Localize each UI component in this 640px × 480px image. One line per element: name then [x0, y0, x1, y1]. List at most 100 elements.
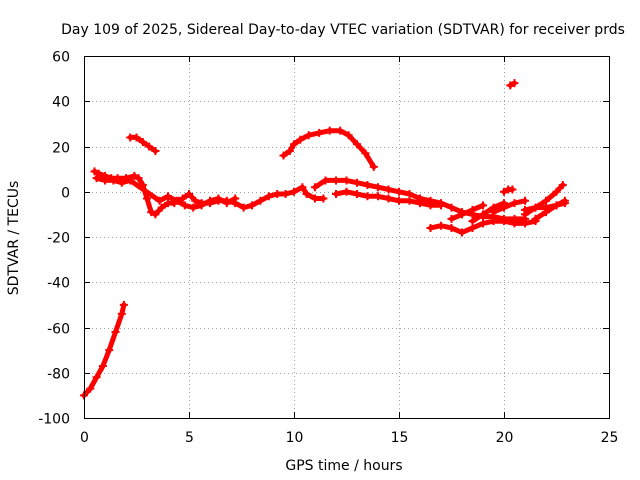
series-trace — [449, 202, 486, 222]
data-point — [86, 384, 95, 393]
data-point — [336, 126, 345, 135]
data-point — [447, 223, 456, 232]
y-axis-label: SDTVAR / TECUs — [6, 181, 22, 296]
data-point — [468, 217, 477, 226]
series-rise-early — [80, 300, 128, 400]
data-point — [178, 194, 187, 203]
data-point — [531, 214, 540, 223]
x-tick-labels: 0 5 10 15 20 25 — [80, 430, 618, 446]
data-point — [147, 208, 156, 217]
data-point — [285, 147, 294, 156]
data-point — [468, 205, 477, 214]
y-tick-label: 20 — [52, 141, 70, 157]
data-point — [521, 205, 529, 214]
data-point — [197, 201, 206, 210]
data-point — [134, 174, 143, 183]
data-point — [506, 81, 515, 90]
data-point — [558, 180, 567, 189]
y-tick-label: -100 — [38, 412, 70, 428]
data-point — [489, 208, 498, 217]
data-point — [92, 373, 101, 382]
data-point — [416, 199, 424, 208]
data-point — [126, 176, 135, 185]
y-tick-label: -60 — [47, 322, 70, 338]
data-point — [117, 178, 126, 187]
data-point — [185, 190, 193, 199]
data-point — [109, 176, 118, 185]
data-point — [157, 203, 166, 212]
data-point — [384, 194, 393, 203]
data-point — [279, 151, 288, 160]
data-point — [98, 361, 107, 370]
series-trace — [491, 198, 528, 215]
data-point — [321, 176, 330, 185]
x-tick-label: 0 — [80, 430, 89, 446]
data-point — [363, 192, 372, 201]
series-blip-20h — [500, 185, 517, 196]
data-point — [191, 196, 200, 205]
data-point — [138, 137, 147, 146]
data-point — [405, 196, 414, 205]
data-point — [164, 192, 172, 201]
data-point — [489, 217, 498, 226]
data-point — [281, 190, 290, 199]
data-point — [510, 79, 519, 88]
data-point — [510, 199, 519, 208]
x-axis-label: GPS time / hours — [285, 458, 402, 474]
data-point — [458, 210, 466, 219]
data-point — [500, 217, 508, 226]
series-bump-2h — [126, 133, 160, 156]
data-point — [374, 192, 382, 201]
axis-ticks — [84, 56, 610, 419]
y-tick-label: -40 — [47, 276, 70, 292]
x-tick-label: 20 — [496, 430, 514, 446]
data-point — [256, 196, 265, 205]
y-tick-label: 60 — [52, 50, 70, 66]
series-mid-band-b — [332, 187, 445, 210]
data-point — [151, 210, 160, 219]
data-point — [458, 228, 466, 237]
data-point — [353, 190, 361, 199]
data-point — [264, 192, 273, 201]
data-point — [542, 196, 550, 205]
y-tick-label: -20 — [47, 231, 70, 247]
data-point — [521, 219, 529, 228]
data-point — [447, 203, 456, 212]
data-point — [130, 171, 139, 180]
x-tick-label: 5 — [185, 430, 194, 446]
data-point — [395, 196, 403, 205]
data-point — [231, 194, 240, 203]
data-point — [437, 201, 445, 210]
data-point — [479, 210, 487, 219]
data-point — [315, 128, 324, 137]
data-point — [531, 203, 540, 212]
data-point — [437, 221, 445, 230]
series-early-low-b — [92, 174, 240, 212]
data-point — [145, 142, 154, 151]
series-late-down — [426, 217, 540, 237]
grid — [84, 56, 609, 418]
data-point — [521, 196, 529, 205]
data-point — [363, 180, 372, 189]
y-tick-label: -80 — [47, 367, 70, 383]
chart-title: Day 109 of 2025, Sidereal Day-to-day VTE… — [61, 22, 625, 38]
data-point — [510, 219, 519, 228]
series-arc-midday — [279, 126, 378, 171]
data-point — [273, 190, 282, 199]
data-point — [143, 194, 151, 203]
data-point — [248, 201, 256, 210]
data-point — [290, 187, 298, 196]
series-late-up-2 — [468, 199, 508, 226]
data-point — [508, 185, 517, 194]
data-point — [302, 190, 311, 199]
data-point — [332, 190, 340, 199]
data-point — [426, 223, 435, 232]
x-tick-label: 25 — [601, 430, 619, 446]
series-trace — [281, 128, 377, 170]
data-point — [560, 199, 569, 208]
data-point — [542, 203, 550, 212]
data-point — [344, 131, 353, 140]
data-point — [405, 190, 414, 199]
series-late-up-3 — [489, 196, 529, 217]
